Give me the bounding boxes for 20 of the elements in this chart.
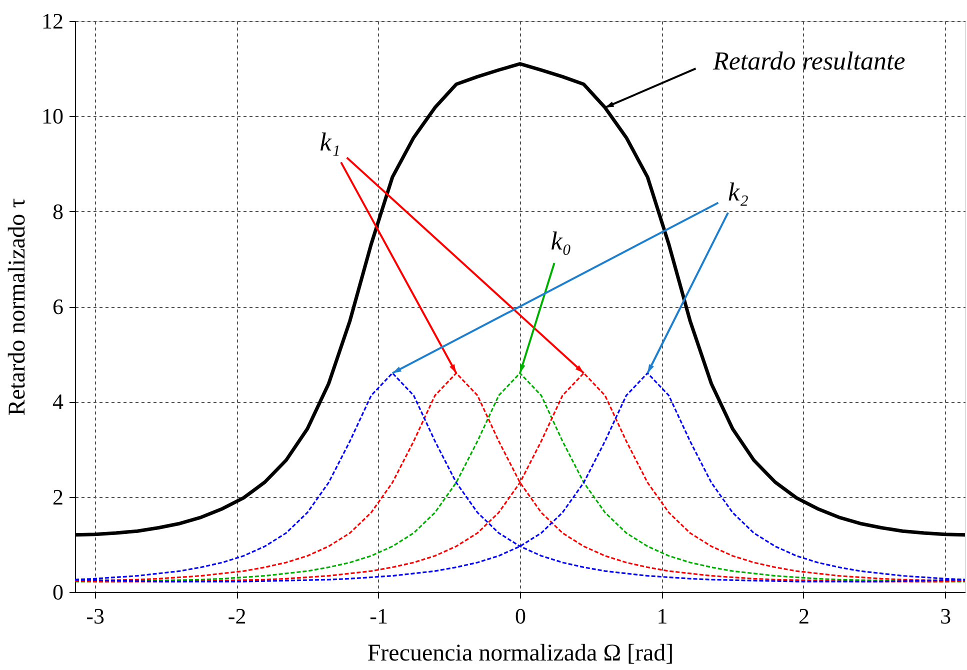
y-tick-label: 2 xyxy=(52,484,64,510)
y-tick-label: 0 xyxy=(52,580,64,604)
y-axis-title: Retardo normalizado τ xyxy=(4,198,30,416)
x-tick-label: -2 xyxy=(228,604,246,628)
annotation: k₂ xyxy=(728,177,749,206)
y-tick-label: 10 xyxy=(42,104,64,129)
x-tick-label: 3 xyxy=(940,604,952,628)
annotation: k₀ xyxy=(550,226,572,256)
y-tick-label: 4 xyxy=(52,389,64,414)
y-tick-label: 8 xyxy=(52,198,64,224)
x-tick-label: 0 xyxy=(515,604,526,628)
annotation: k₁ xyxy=(320,127,340,156)
y-tick-label: 12 xyxy=(42,8,64,34)
x-tick-label: -1 xyxy=(370,604,388,628)
annotation: Retardo resultante xyxy=(712,46,906,76)
x-axis-title: Frecuencia normalizada Ω [rad] xyxy=(367,640,674,666)
x-tick-label: 1 xyxy=(656,604,668,628)
y-tick-label: 6 xyxy=(52,294,64,319)
x-tick-label: -3 xyxy=(86,604,105,628)
x-tick-label: 2 xyxy=(798,604,810,628)
